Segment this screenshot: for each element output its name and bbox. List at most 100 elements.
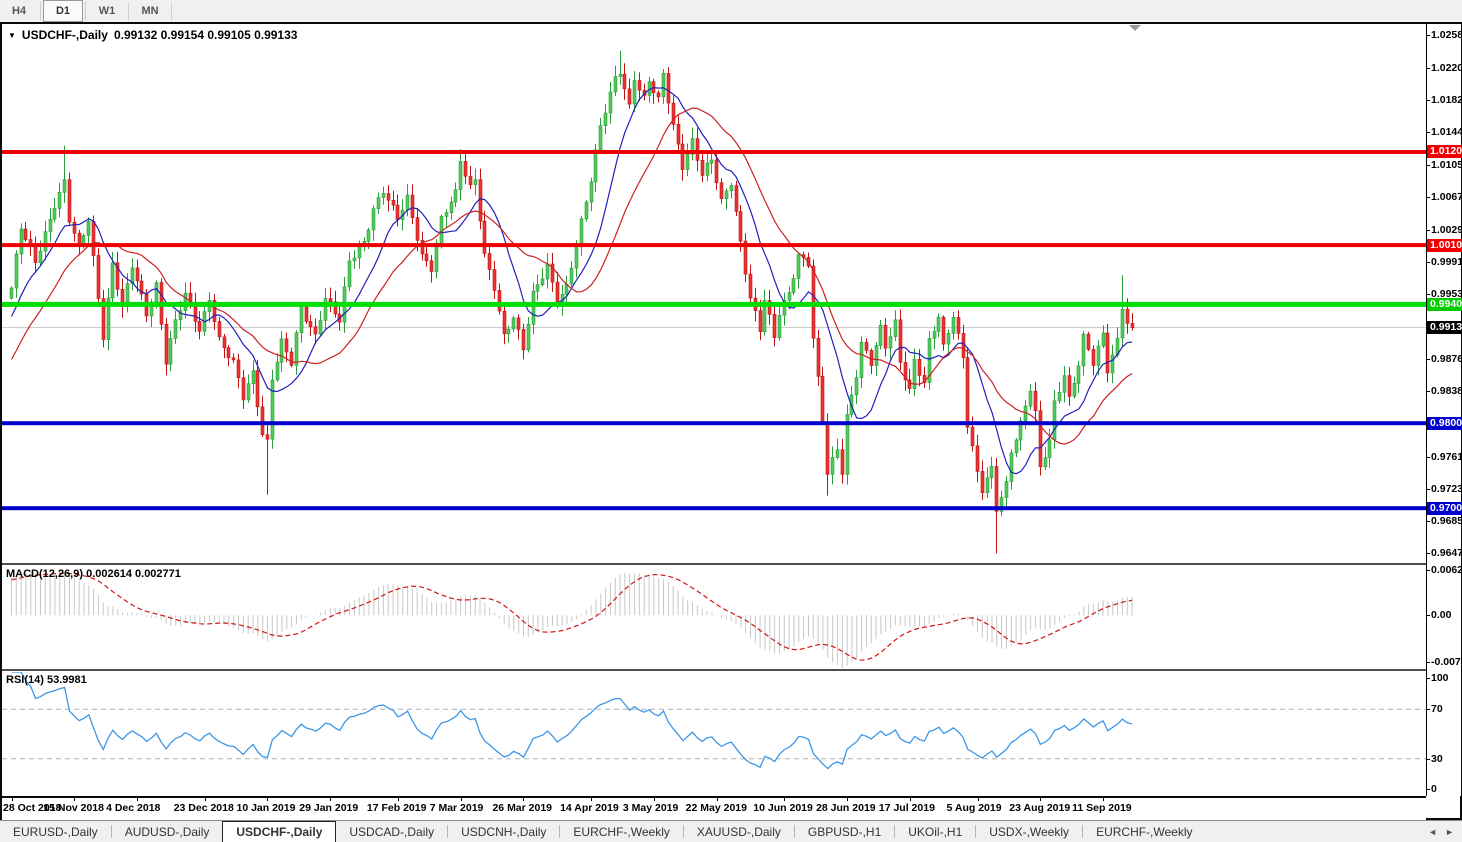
- axis-tick-mark: [1427, 67, 1430, 69]
- pane-separator[interactable]: [2, 669, 1426, 672]
- axis-tick-mark: [1427, 391, 1430, 393]
- price-tick: 1.01050: [1431, 159, 1462, 172]
- tab-separator: [447, 825, 449, 838]
- date-tick-label: 5 Aug 2019: [946, 802, 1002, 814]
- axis-tick-mark: [1427, 456, 1430, 458]
- axis-tick-mark: [1427, 521, 1430, 523]
- axis-tick-mark: [1427, 229, 1430, 231]
- axis-tick-mark: [1427, 570, 1430, 572]
- date-tick-mark: [523, 798, 525, 801]
- date-tick-mark: [716, 798, 718, 801]
- date-tick-mark: [653, 798, 655, 801]
- pane-separator[interactable]: [2, 563, 1426, 566]
- date-tick-label: 11 Sep 2019: [1072, 802, 1132, 814]
- date-tick-label: 3 May 2019: [622, 802, 679, 814]
- tab-separator: [975, 825, 977, 838]
- axis-tick-mark: [1427, 197, 1430, 199]
- price-axis[interactable]: 1.02580 1.02200 1.01820 1.01440 1.01050 1.006…: [1426, 24, 1462, 796]
- price-line-label: 1.00106: [1427, 238, 1462, 252]
- date-tick-label: 17 Feb 2019: [366, 802, 427, 814]
- date-tick-label: 10 Jun 2019: [753, 802, 813, 814]
- date-tick-mark: [137, 798, 139, 801]
- timeframe-button-w1[interactable]: W1: [98, 5, 116, 17]
- axis-tick-mark: [1427, 132, 1430, 134]
- tab-scroll-right-icon[interactable]: ►: [1445, 826, 1454, 837]
- date-tick-label: 29 Jan 2019: [299, 802, 359, 814]
- axis-tick-mark: [1427, 165, 1430, 167]
- date-tick-label: 28 Oct 2018: [3, 802, 62, 814]
- timeframe-button-h4[interactable]: H4: [11, 5, 27, 17]
- rsi-canvas[interactable]: [2, 672, 1426, 796]
- date-tick-mark: [909, 798, 911, 801]
- main-chart-pane: ▼ USDCHF-,Daily 0.99132 0.99154 0.99105 …: [2, 24, 1426, 563]
- date-tick-mark: [784, 798, 786, 801]
- tab-xauusd-daily[interactable]: XAUUSD-,Daily: [696, 824, 781, 839]
- price-tick: 1.01440: [1431, 126, 1462, 139]
- tab-scroll-left-icon[interactable]: ◄: [1428, 826, 1438, 837]
- chart-shift-marker[interactable]: [1129, 25, 1141, 31]
- price-line-label: 0.98004: [1427, 416, 1462, 430]
- timeframe-button-d1[interactable]: D1: [43, 0, 83, 22]
- price-tick: 1.00670: [1431, 191, 1462, 204]
- macd-pane: MACD(12,26,9) 0.002614 0.002771: [2, 566, 1426, 669]
- rsi-pane: RSI(14) 53.9981: [2, 672, 1426, 796]
- tab-ukoil-h1[interactable]: UKOil-,H1: [908, 824, 963, 839]
- tab-eurchf-weekly[interactable]: EURCHF-,Weekly: [573, 824, 670, 839]
- date-tick-label: 23 Dec 2018: [173, 802, 234, 814]
- macd-canvas[interactable]: [2, 566, 1426, 669]
- tab-audusd-daily[interactable]: AUDUSD-,Daily: [124, 824, 210, 839]
- price-tick: 1.01820: [1431, 93, 1462, 106]
- chart-title: ▼ USDCHF-,Daily 0.99132 0.99154 0.99105 …: [8, 28, 297, 42]
- tab-usdx-weekly[interactable]: USDX-,Weekly: [989, 824, 1070, 839]
- date-tick-label: 10 Jan 2019: [236, 802, 296, 814]
- tab-usdcnh-daily[interactable]: USDCNH-,Daily: [461, 824, 547, 839]
- date-tick-label: 26 Mar 2019: [492, 802, 553, 814]
- date-tick-label: 23 Aug 2019: [1009, 802, 1071, 814]
- tab-usdchf-daily[interactable]: USDCHF-,Daily: [222, 821, 337, 842]
- date-tick-mark: [74, 798, 76, 801]
- main-chart-canvas[interactable]: [2, 24, 1426, 563]
- macd-tick: -0.00762: [1431, 656, 1462, 668]
- date-tick-label: 17 Jul 2019: [878, 802, 935, 814]
- tab-eurusd-daily[interactable]: EURUSD-,Daily: [13, 824, 98, 839]
- axis-tick-mark: [1427, 488, 1430, 490]
- tab-gbpusd-h1[interactable]: GBPUSD-,H1: [807, 824, 882, 839]
- toolbar-separator: [171, 2, 172, 20]
- axis-tick-mark: [1427, 261, 1430, 263]
- axis-tick-mark: [1427, 709, 1430, 711]
- tab-usdcad-daily[interactable]: USDCAD-,Daily: [349, 824, 435, 839]
- axis-tick-mark: [1427, 35, 1430, 37]
- tab-eurchf-weekly[interactable]: EURCHF-,Weekly: [1096, 824, 1193, 839]
- date-tick-label: 7 Mar 2019: [429, 802, 484, 814]
- date-tick-mark: [397, 798, 399, 801]
- timeframe-toolbar: H4 D1 W1 MN: [0, 0, 1462, 23]
- toolbar-separator: [128, 2, 129, 20]
- date-tick-mark: [267, 798, 269, 801]
- date-tick-label: 14 Apr 2019: [560, 802, 619, 814]
- plot-area: ▼ USDCHF-,Daily 0.99132 0.99154 0.99105 …: [2, 24, 1426, 820]
- date-tick-mark: [204, 798, 206, 801]
- date-tick-mark: [591, 798, 593, 801]
- date-axis[interactable]: 28 Oct 2018 15 Nov 2018 4 Dec 2018 23 Dec 2…: [2, 796, 1426, 820]
- symbol-period-label: USDCHF-,Daily: [21, 28, 108, 42]
- date-tick-mark: [1040, 798, 1042, 801]
- date-tick-mark: [460, 798, 462, 801]
- rsi-tick: 100: [1431, 672, 1449, 684]
- axis-tick-mark: [1427, 678, 1430, 679]
- axis-tick-mark: [1427, 615, 1430, 617]
- tab-separator: [793, 825, 795, 838]
- axis-tick-mark: [1427, 553, 1430, 555]
- rsi-tick: 30: [1431, 752, 1443, 765]
- axis-tick-mark: [1427, 99, 1430, 101]
- timeframe-button-mn[interactable]: MN: [141, 5, 159, 17]
- chart-menu-arrow-icon[interactable]: ▼: [8, 30, 16, 40]
- macd-tick: 0.006286: [1431, 564, 1462, 577]
